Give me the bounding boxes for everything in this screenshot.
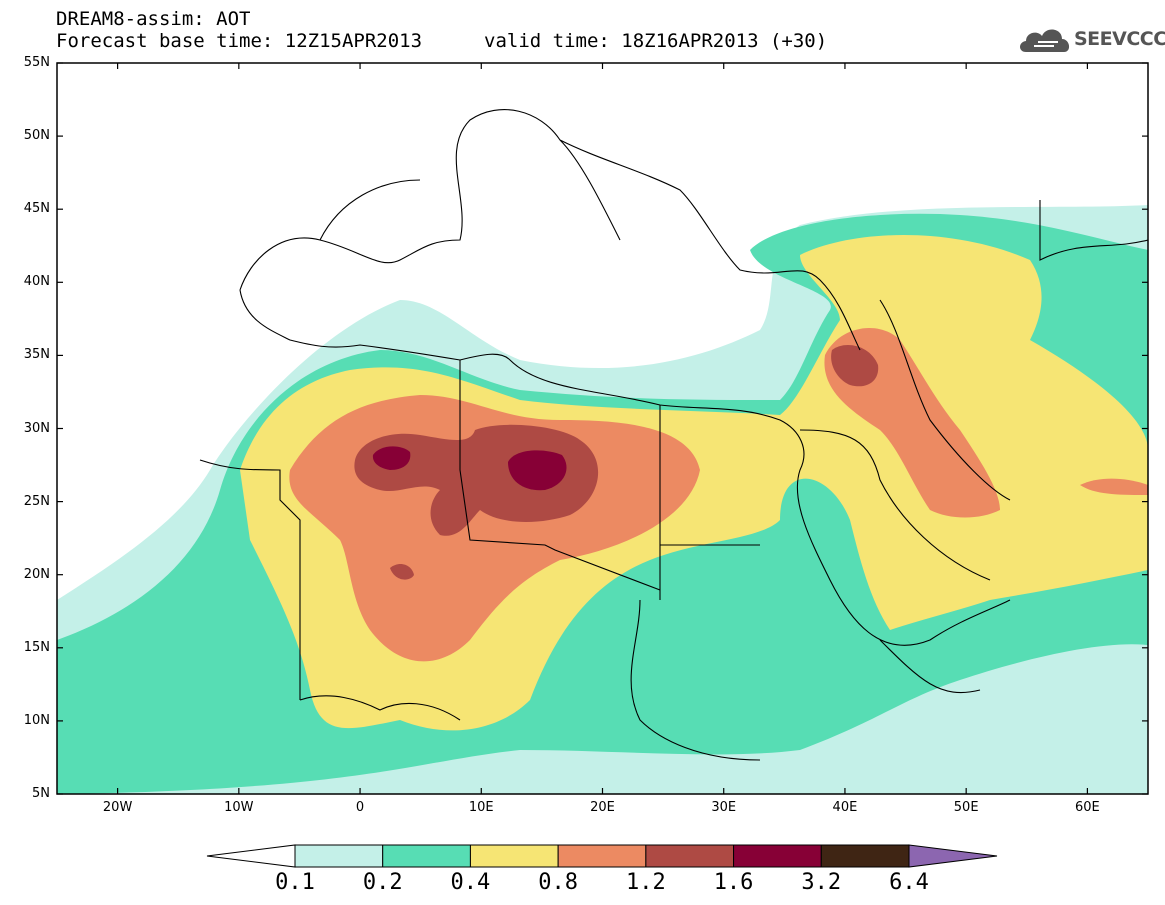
lat-label: 45N (23, 201, 50, 217)
aot-level-1.6-b (508, 450, 567, 491)
colorbar-swatch (557, 844, 647, 868)
lon-label: 20W (102, 800, 133, 815)
lat-label: 50N (23, 128, 50, 144)
colorbar-label: 1.6 (713, 870, 754, 895)
lon-ticks (117, 63, 1088, 794)
aot-level-1.6-a (372, 446, 411, 470)
aot-level-0.8-gulf (1080, 478, 1148, 495)
lon-label: 10W (224, 800, 254, 815)
colorbar-label: 3.2 (801, 870, 842, 895)
colorbar-swatch (294, 844, 384, 868)
lat-label: 5N (32, 786, 50, 801)
seevccc-logo: SEEVCCC (1018, 22, 1165, 56)
borders (199, 109, 1148, 761)
colorbar-label: 0.1 (275, 870, 315, 895)
lat-label: 40N (23, 274, 50, 290)
colorbar-swatch (645, 844, 735, 868)
colorbar-swatch (820, 844, 910, 868)
colorbar-swatch (733, 844, 822, 868)
lat-label: 10N (23, 712, 50, 728)
colorbar-low-arrow (206, 844, 296, 868)
map-title: DREAM8-assim: AOT (56, 8, 251, 30)
forecast-base-time: Forecast base time: 12Z15APR2013 (56, 30, 423, 52)
aot-level-1.2-mali (390, 564, 414, 580)
logo-text: SEEVCCC (1074, 28, 1165, 50)
lon-label: 50E (953, 800, 979, 815)
cloud-icon (1020, 29, 1070, 52)
colorbar-label: 1.2 (625, 870, 666, 895)
lat-label: 35N (23, 347, 50, 363)
lon-label: 30E (711, 800, 737, 815)
colorbar-label: 6.4 (889, 870, 929, 895)
lat-ticks (57, 62, 1148, 795)
lat-label: 20N (23, 566, 50, 582)
lon-label: 0 (355, 800, 365, 815)
lat-label: 15N (23, 639, 50, 655)
colorbar (206, 844, 998, 868)
colorbar-label: 0.4 (450, 870, 491, 895)
lon-label: 20E (590, 800, 615, 815)
colorbar-high-arrow (908, 844, 998, 868)
lon-label: 60E (1074, 800, 1100, 815)
lat-label: 30N (23, 420, 50, 436)
lon-label: 10E (468, 800, 494, 815)
colorbar-label: 0.8 (538, 870, 579, 895)
lat-label: 55N (23, 55, 50, 70)
colorbar-label: 0.2 (362, 870, 403, 895)
lon-label: 40E (832, 800, 858, 815)
lat-label: 25N (23, 493, 50, 509)
colorbar-swatch (469, 844, 559, 868)
aot-field (57, 63, 1148, 794)
valid-time: valid time: 18Z16APR2013 (+30) (484, 30, 828, 52)
colorbar-swatch (382, 844, 471, 868)
aot-level-1.2-east (831, 345, 879, 387)
